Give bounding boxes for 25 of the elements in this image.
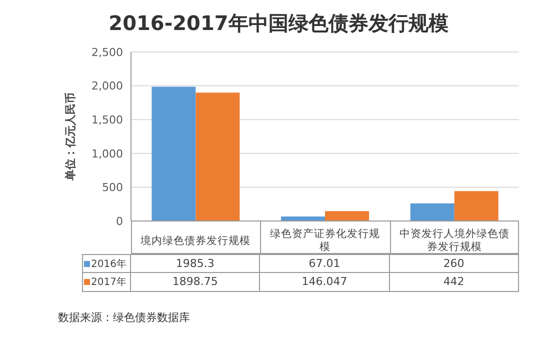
- y-axis-title: 单位：亿元人民币: [64, 92, 77, 182]
- bar: [454, 191, 498, 221]
- x-tick-label: 境内绿色债券发行规模: [140, 234, 251, 247]
- source-note: 数据来源：绿色债券数据库: [58, 310, 190, 325]
- bar: [410, 203, 454, 221]
- bar: [325, 211, 370, 221]
- y-tick-label: 1,500: [92, 114, 123, 127]
- bar: [196, 92, 240, 221]
- chart-title: 2016-2017年中国绿色债券发行规模: [108, 10, 450, 37]
- data-label: 67.01: [260, 254, 390, 273]
- y-tick-label: 0: [116, 214, 123, 228]
- y-tick-label: 2,000: [92, 80, 123, 93]
- legend-label: 2016年: [91, 258, 126, 270]
- data-label: 1985.3: [131, 254, 260, 273]
- bar: [152, 86, 196, 221]
- data-label: 260: [390, 254, 519, 273]
- y-tick-label: 1,000: [92, 147, 123, 160]
- data-label: 146.047: [260, 273, 390, 292]
- x-tick-label: 中资发行人境外绿色债券发行规模: [399, 227, 510, 253]
- y-tick-label: 500: [102, 181, 123, 194]
- data-label: 442: [390, 273, 519, 292]
- legend-label: 2017年: [91, 276, 126, 289]
- x-tick-label: 绿色资产证券化发行规模: [270, 227, 380, 253]
- data-label: 1898.75: [131, 273, 260, 292]
- y-tick-label: 2,500: [92, 46, 123, 59]
